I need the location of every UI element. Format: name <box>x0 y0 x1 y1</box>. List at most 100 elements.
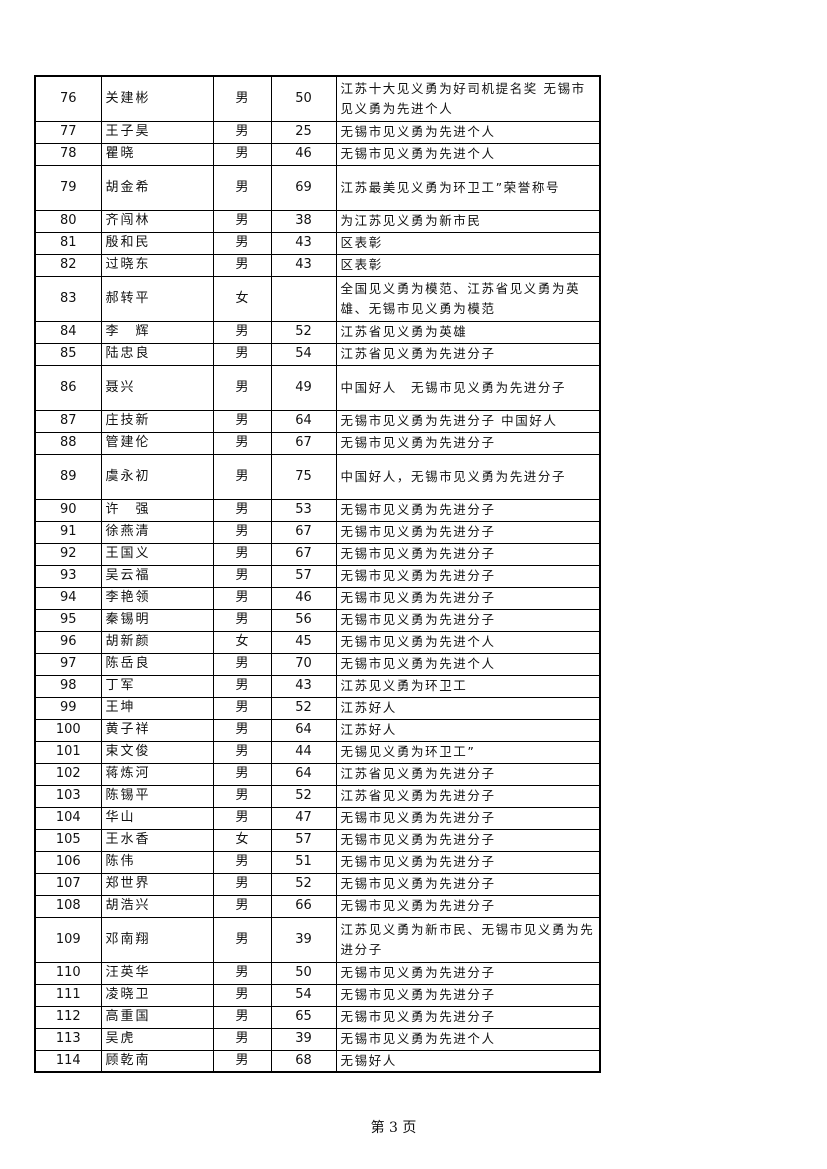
gender: 男 <box>212 806 272 830</box>
row-number: 88 <box>34 431 102 455</box>
row-number: 91 <box>34 520 102 544</box>
age: 50 <box>270 961 337 985</box>
gender: 男 <box>212 142 272 166</box>
table-row: 81 殷和民男 43 区表彰 <box>34 231 601 255</box>
age: 57 <box>270 828 337 852</box>
person-name: 顾乾南 <box>100 1049 214 1073</box>
age: 49 <box>270 364 337 411</box>
row-number: 77 <box>34 120 102 144</box>
age: 57 <box>270 564 337 588</box>
person-name: 许 强 <box>100 498 214 522</box>
honor-title: 江苏好人 <box>335 696 601 720</box>
age: 50 <box>270 75 337 122</box>
table-row: 77 王子昊男 25 无锡市见义勇为先进个人 <box>34 120 601 144</box>
age: 52 <box>270 696 337 720</box>
gender: 女 <box>212 630 272 654</box>
honor-title: 无锡市见义勇为先进分子 <box>335 1005 601 1029</box>
person-name: 徐燕清 <box>100 520 214 544</box>
gender: 男 <box>212 872 272 896</box>
honor-title: 江苏省见义勇为先进分子 <box>335 342 601 366</box>
gender: 男 <box>212 718 272 742</box>
table-row: 114 顾乾南男 68 无锡好人 <box>34 1049 601 1073</box>
table-row: 101 束文俊男 44 无锡见义勇为环卫工” <box>34 740 601 764</box>
age: 75 <box>270 453 337 500</box>
person-name: 陆忠良 <box>100 342 214 366</box>
row-number: 83 <box>34 275 102 322</box>
person-name: 瞿晓 <box>100 142 214 166</box>
person-name: 邓南翔 <box>100 916 214 963</box>
person-name: 黄子祥 <box>100 718 214 742</box>
honor-title: 区表彰 <box>335 231 601 255</box>
honor-title: 无锡见义勇为环卫工” <box>335 740 601 764</box>
row-number: 86 <box>34 364 102 411</box>
table-row: 107 郑世界男 52 无锡市见义勇为先进分子 <box>34 872 601 896</box>
honor-title: 无锡市见义勇为先进个人 <box>335 1027 601 1051</box>
gender: 男 <box>212 253 272 277</box>
person-name: 汪英华 <box>100 961 214 985</box>
honor-title: 无锡市见义勇为先进分子 <box>335 894 601 918</box>
table-row: 89 虞永初男 75 中国好人，无锡市见义勇为先进分子 <box>34 453 601 500</box>
age: 54 <box>270 983 337 1007</box>
person-name: 李艳领 <box>100 586 214 610</box>
page-number: 第 3 页 <box>370 1120 417 1136</box>
honor-title: 江苏见义勇为新市民、无锡市见义勇为先进分子 <box>335 916 601 963</box>
row-number: 92 <box>34 542 102 566</box>
table-row: 98 丁军男 43 江苏见义勇为环卫工 <box>34 674 601 698</box>
honor-title: 无锡市见义勇为先进分子 <box>335 431 601 455</box>
row-number: 102 <box>34 762 102 786</box>
age: 70 <box>270 652 337 676</box>
row-number: 110 <box>34 961 102 985</box>
table-row: 99 王坤男 52 江苏好人 <box>34 696 601 720</box>
honor-title: 江苏十大见义勇为好司机提名奖 无锡市见义勇为先进个人 <box>335 75 601 122</box>
gender: 男 <box>212 342 272 366</box>
table-row: 109 邓南翔男 39 江苏见义勇为新市民、无锡市见义勇为先进分子 <box>34 916 601 963</box>
person-name: 过晓东 <box>100 253 214 277</box>
gender: 男 <box>212 1005 272 1029</box>
table-row: 79 胡金希男 69 江苏最美见义勇为环卫工”荣誉称号 <box>34 164 601 211</box>
table-row: 80 齐闯林男 38 为江苏见义勇为新市民 <box>34 209 601 233</box>
gender: 男 <box>212 740 272 764</box>
age: 38 <box>270 209 337 233</box>
gender: 男 <box>212 916 272 963</box>
person-name: 束文俊 <box>100 740 214 764</box>
table-row: 113 吴虎男 39 无锡市见义勇为先进个人 <box>34 1027 601 1051</box>
person-name: 陈伟 <box>100 850 214 874</box>
table-row: 91 徐燕清男 67 无锡市见义勇为先进分子 <box>34 520 601 544</box>
person-name: 关建彬 <box>100 75 214 122</box>
age: 43 <box>270 674 337 698</box>
honor-title: 无锡市见义勇为先进分子 <box>335 542 601 566</box>
person-name: 胡金希 <box>100 164 214 211</box>
gender: 男 <box>212 231 272 255</box>
row-number: 96 <box>34 630 102 654</box>
table-row: 105 王水香女 57 无锡市见义勇为先进分子 <box>34 828 601 852</box>
honor-title: 无锡好人 <box>335 1049 601 1073</box>
gender: 男 <box>212 120 272 144</box>
person-name: 蒋炼河 <box>100 762 214 786</box>
honor-title: 江苏见义勇为环卫工 <box>335 674 601 698</box>
age: 52 <box>270 320 337 344</box>
table-row: 108 胡浩兴男 66 无锡市见义勇为先进分子 <box>34 894 601 918</box>
age: 39 <box>270 916 337 963</box>
table-row: 90 许 强男 53 无锡市见义勇为先进分子 <box>34 498 601 522</box>
table-row: 96 胡新颜女 45 无锡市见义勇为先进个人 <box>34 630 601 654</box>
row-number: 108 <box>34 894 102 918</box>
row-number: 79 <box>34 164 102 211</box>
table-row: 102 蒋炼河男 64 江苏省见义勇为先进分子 <box>34 762 601 786</box>
gender: 男 <box>212 696 272 720</box>
honor-title: 为江苏见义勇为新市民 <box>335 209 601 233</box>
gender: 男 <box>212 164 272 211</box>
gender: 男 <box>212 1049 272 1073</box>
table-row: 78 瞿晓男 46 无锡市见义勇为先进个人 <box>34 142 601 166</box>
gender: 男 <box>212 542 272 566</box>
age: 54 <box>270 342 337 366</box>
honor-title: 中国好人 无锡市见义勇为先进分子 <box>335 364 601 411</box>
gender: 男 <box>212 762 272 786</box>
row-number: 101 <box>34 740 102 764</box>
honor-title: 江苏最美见义勇为环卫工”荣誉称号 <box>335 164 601 211</box>
row-number: 105 <box>34 828 102 852</box>
age: 53 <box>270 498 337 522</box>
honor-title: 江苏省见义勇为先进分子 <box>335 784 601 808</box>
table-row: 93 吴云福男 57 无锡市见义勇为先进分子 <box>34 564 601 588</box>
person-name: 吴云福 <box>100 564 214 588</box>
person-name: 聂兴 <box>100 364 214 411</box>
